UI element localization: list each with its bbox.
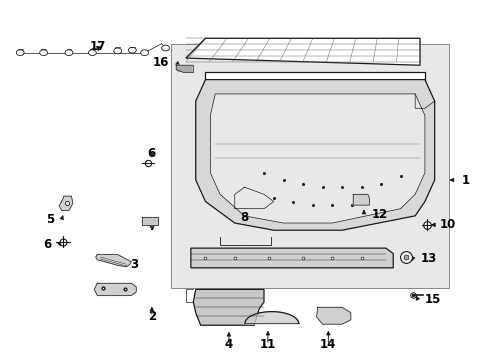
- Text: 1: 1: [461, 174, 468, 186]
- Text: 13: 13: [420, 252, 436, 265]
- Text: 8: 8: [240, 211, 248, 224]
- Polygon shape: [316, 307, 350, 324]
- Circle shape: [88, 50, 96, 55]
- Text: 12: 12: [370, 208, 386, 221]
- Circle shape: [161, 45, 169, 51]
- Polygon shape: [176, 65, 193, 72]
- Polygon shape: [195, 80, 434, 230]
- Circle shape: [114, 48, 122, 54]
- Circle shape: [40, 50, 47, 55]
- Text: 15: 15: [424, 293, 440, 306]
- Text: 6: 6: [147, 147, 156, 159]
- Circle shape: [128, 47, 136, 53]
- Circle shape: [16, 50, 24, 55]
- Polygon shape: [190, 248, 392, 268]
- Text: 2: 2: [147, 310, 156, 324]
- Polygon shape: [96, 255, 131, 267]
- Text: 9: 9: [288, 37, 296, 50]
- Text: 17: 17: [90, 40, 106, 53]
- Text: 6: 6: [43, 238, 52, 251]
- Circle shape: [65, 50, 73, 55]
- Text: 5: 5: [46, 213, 54, 226]
- Circle shape: [141, 50, 148, 55]
- Bar: [171, 44, 448, 288]
- Text: 14: 14: [320, 338, 336, 351]
- Polygon shape: [352, 194, 368, 205]
- Polygon shape: [185, 39, 419, 65]
- Polygon shape: [94, 283, 136, 296]
- Polygon shape: [205, 72, 424, 108]
- Text: 4: 4: [224, 338, 233, 351]
- Polygon shape: [193, 289, 264, 325]
- Text: 3: 3: [130, 258, 138, 271]
- Polygon shape: [59, 196, 73, 211]
- Text: 16: 16: [152, 56, 168, 69]
- Text: 10: 10: [439, 218, 455, 231]
- Polygon shape: [210, 94, 424, 223]
- Text: 7: 7: [147, 220, 156, 233]
- Polygon shape: [142, 217, 158, 225]
- Text: 11: 11: [259, 338, 275, 351]
